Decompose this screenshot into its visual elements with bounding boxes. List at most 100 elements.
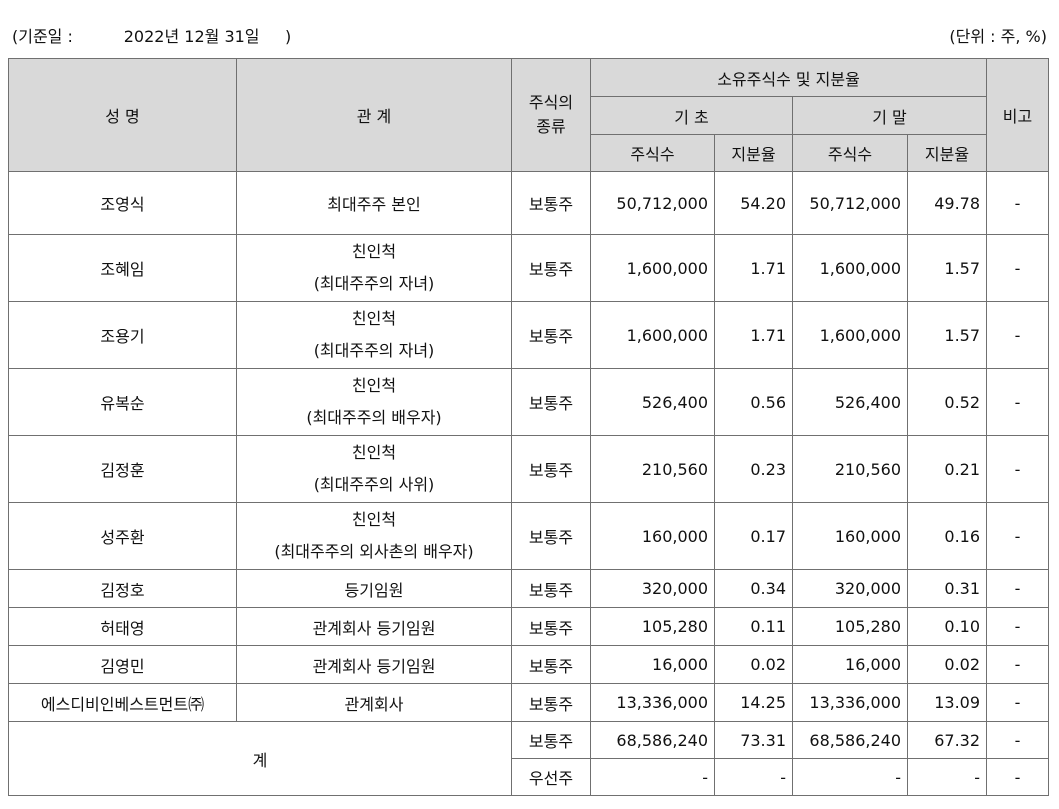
cell-remarks: - (986, 301, 1050, 369)
cell-start-ratio: 0.34 (714, 569, 793, 608)
cell-end-shares: 1,600,000 (792, 234, 908, 302)
relation-line: (최대주주의 외사촌의 배우자) (274, 542, 474, 561)
cell-start-ratio: 0.11 (714, 607, 793, 646)
cell-stock-type: 보통주 (511, 368, 591, 436)
cell-name: 조용기 (8, 301, 237, 369)
relation-line: 친인척 (351, 242, 397, 261)
relation-line: 등기임원 (344, 580, 404, 600)
total-label: 계 (8, 721, 512, 796)
cell-end-ratio: 0.21 (906, 435, 988, 503)
cell-end-shares: 105,280 (792, 607, 908, 646)
cell-start-shares: 68,586,240 (590, 721, 715, 759)
header-start-shares: 주식수 (590, 134, 715, 172)
cell-stock-type: 보통주 (511, 171, 591, 235)
cell-start-shares: 210,560 (590, 435, 715, 503)
cell-remarks: - (986, 569, 1050, 608)
cell-relation: 관계회사 (236, 683, 512, 722)
table-row: 유복순 친인척 (최대주주의 배우자) 보통주 526,400 0.56 526,400 0.… (8, 368, 1050, 436)
cell-end-ratio: 67.32 (906, 721, 988, 759)
cell-start-ratio: 0.17 (714, 502, 793, 570)
cell-start-shares: 160,000 (590, 502, 715, 570)
cell-end-shares: 320,000 (792, 569, 908, 608)
relation-line: 친인척 (351, 376, 397, 395)
cell-start-shares: 16,000 (590, 645, 715, 684)
cell-start-ratio: 14.25 (714, 683, 793, 722)
table-row: 조영식 최대주주 본인 보통주 50,712,000 54.20 50,712,000 49… (8, 171, 1050, 235)
relation-line: 친인척 (351, 309, 397, 328)
cell-remarks: - (986, 645, 1050, 684)
shareholder-table: 성 명 관 계 주식의 종류 소유주식수 및 지분율 비고 기 초 기 말 주식… (8, 58, 1050, 796)
relation-line: 관계회사 등기임원 (312, 656, 436, 676)
relation-line: (최대주주의 자녀) (313, 341, 435, 360)
cell-stock-type: 우선주 (511, 758, 591, 796)
basis-suffix: ) (284, 27, 292, 46)
cell-stock-type: 보통주 (511, 234, 591, 302)
basis-prefix: (기준일 : (12, 27, 73, 46)
cell-start-ratio: 54.20 (714, 171, 793, 235)
cell-name: 조혜임 (8, 234, 237, 302)
cell-relation: 친인척 (최대주주의 자녀) (236, 301, 512, 369)
cell-stock-type: 보통주 (511, 645, 591, 684)
cell-stock-type: 보통주 (511, 607, 591, 646)
cell-end-shares: 50,712,000 (792, 171, 908, 235)
cell-end-shares: 160,000 (792, 502, 908, 570)
cell-stock-type: 보통주 (511, 502, 591, 570)
cell-start-shares: 13,336,000 (590, 683, 715, 722)
header-start-ratio: 지분율 (714, 134, 793, 172)
cell-stock-type: 보통주 (511, 569, 591, 608)
header-holdings-group: 소유주식수 및 지분율 (589, 58, 988, 97)
cell-end-shares: 210,560 (792, 435, 908, 503)
table-row: 조혜임 친인척 (최대주주의 자녀) 보통주 1,600,000 1.71 1,600,00… (8, 234, 1050, 302)
table-row: 김정훈 친인척 (최대주주의 사위) 보통주 210,560 0.23 210,560 0.2… (8, 435, 1050, 503)
cell-name: 허태영 (8, 607, 237, 646)
table-row: 김영민 관계회사 등기임원 보통주 16,000 0.02 16,000 0.02- (8, 645, 1050, 684)
cell-start-shares: 1,600,000 (590, 301, 715, 369)
relation-line: 친인척 (351, 443, 397, 462)
cell-end-ratio: 0.52 (906, 368, 988, 436)
cell-end-shares: 16,000 (792, 645, 908, 684)
cell-stock-type: 보통주 (511, 435, 591, 503)
cell-stock-type: 보통주 (511, 301, 591, 369)
header-name: 성 명 (8, 58, 237, 172)
cell-remarks: - (986, 368, 1050, 436)
cell-end-ratio: 0.16 (906, 502, 988, 570)
cell-end-ratio: 13.09 (906, 683, 988, 722)
cell-name: 김정훈 (8, 435, 237, 503)
cell-name: 에스디비인베스트먼트㈜ (8, 683, 237, 722)
cell-relation: 등기임원 (236, 569, 512, 608)
table-row: 조용기 친인척 (최대주주의 자녀) 보통주 1,600,000 1.71 1,600,00… (8, 301, 1050, 369)
cell-end-ratio: 0.31 (906, 569, 988, 608)
cell-end-ratio: 1.57 (906, 234, 988, 302)
cell-remarks: - (986, 171, 1050, 235)
header-stock-type-line1: 주식의 (528, 93, 574, 112)
unit-label: (단위 : 주, %) (949, 27, 1047, 46)
cell-name: 유복순 (8, 368, 237, 436)
cell-relation: 관계회사 등기임원 (236, 645, 512, 684)
cell-end-shares: - (792, 758, 908, 796)
report-header: (기준일 : 2022년 12월 31일 ) (단위 : 주, %) (0, 0, 1059, 58)
header-end-shares: 주식수 (792, 134, 908, 172)
cell-start-ratio: 1.71 (714, 301, 793, 369)
cell-start-ratio: 73.31 (714, 721, 793, 759)
table-row: 에스디비인베스트먼트㈜ 관계회사 보통주 13,336,000 14.25 13,336,… (8, 683, 1050, 722)
relation-line: 관계회사 등기임원 (312, 618, 436, 638)
relation-line: 친인척 (351, 510, 397, 529)
relation-line: (최대주주의 배우자) (306, 408, 442, 427)
cell-start-shares: 320,000 (590, 569, 715, 608)
table-row: 김정호 등기임원 보통주 320,000 0.34 320,000 0.31- (8, 569, 1050, 608)
cell-remarks: - (986, 683, 1050, 722)
cell-stock-type: 보통주 (511, 683, 591, 722)
total-row: 우선주 - - - - - (9, 758, 1050, 796)
cell-end-ratio: 49.78 (906, 171, 988, 235)
cell-relation: 친인척 (최대주주의 자녀) (236, 234, 512, 302)
basis-date-line: (기준일 : 2022년 12월 31일 ) (12, 23, 291, 47)
table-row: 허태영 관계회사 등기임원 보통주 105,280 0.11 105,280 0.10- (8, 607, 1050, 646)
relation-line: 최대주주 본인 (327, 195, 421, 214)
cell-name: 조영식 (8, 171, 237, 235)
basis-date: 2022년 12월 31일 (123, 27, 260, 46)
header-stock-type: 주식의 종류 (511, 58, 591, 172)
cell-end-shares: 13,336,000 (792, 683, 908, 722)
cell-start-shares: 105,280 (590, 607, 715, 646)
relation-line: 관계회사 (344, 694, 404, 714)
cell-remarks: - (986, 502, 1050, 570)
